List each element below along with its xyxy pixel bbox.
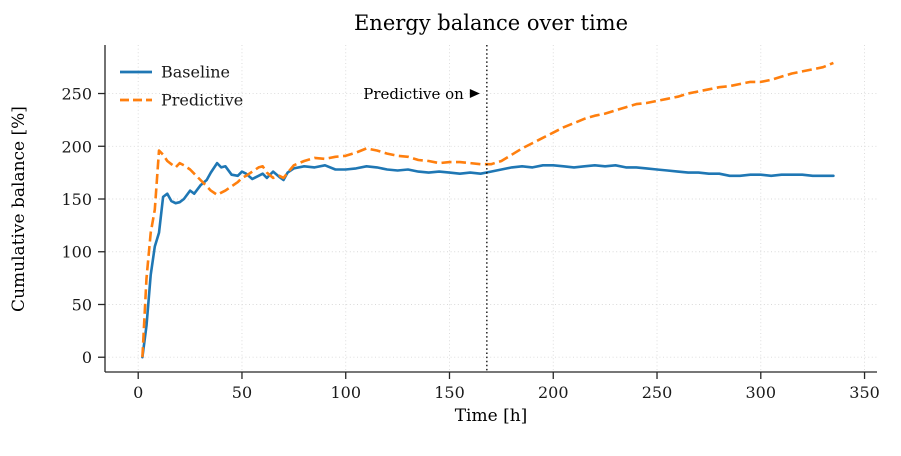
x-axis-label: Time [h] (455, 406, 528, 426)
annotation-layer: Predictive on (363, 45, 488, 372)
y-tick-label: 200 (61, 137, 92, 156)
x-tick-label: 300 (746, 383, 777, 402)
grid-lines (105, 45, 877, 372)
x-tick-label: 150 (434, 383, 465, 402)
legend: Baseline Predictive (120, 63, 243, 110)
legend-label-baseline: Baseline (161, 63, 230, 82)
series-lines (141, 61, 835, 359)
legend-label-predictive: Predictive (161, 91, 243, 110)
y-tick-label: 0 (82, 348, 92, 367)
y-tick-label: 150 (61, 190, 92, 209)
x-tick-label: 350 (849, 383, 880, 402)
axes: 0 50 100 150 200 250 300 350 0 50 100 150 200 250 (61, 45, 880, 402)
y-tick-label: 50 (72, 295, 92, 314)
baseline-line (141, 161, 835, 359)
predictive-line (141, 61, 834, 358)
y-tick-label: 100 (61, 243, 92, 262)
x-tick-label: 0 (133, 383, 143, 402)
y-axis-label: Cumulative balance [%] (9, 106, 29, 312)
x-tick-label: 50 (232, 383, 252, 402)
annotation-arrow-icon (469, 89, 480, 99)
x-tick-label: 200 (538, 383, 569, 402)
chart-title: Energy balance over time (354, 11, 628, 35)
x-tick-label: 250 (642, 383, 673, 402)
y-tick-label: 250 (61, 85, 92, 104)
x-tick-label: 100 (330, 383, 361, 402)
annotation-text: Predictive on (363, 85, 464, 103)
